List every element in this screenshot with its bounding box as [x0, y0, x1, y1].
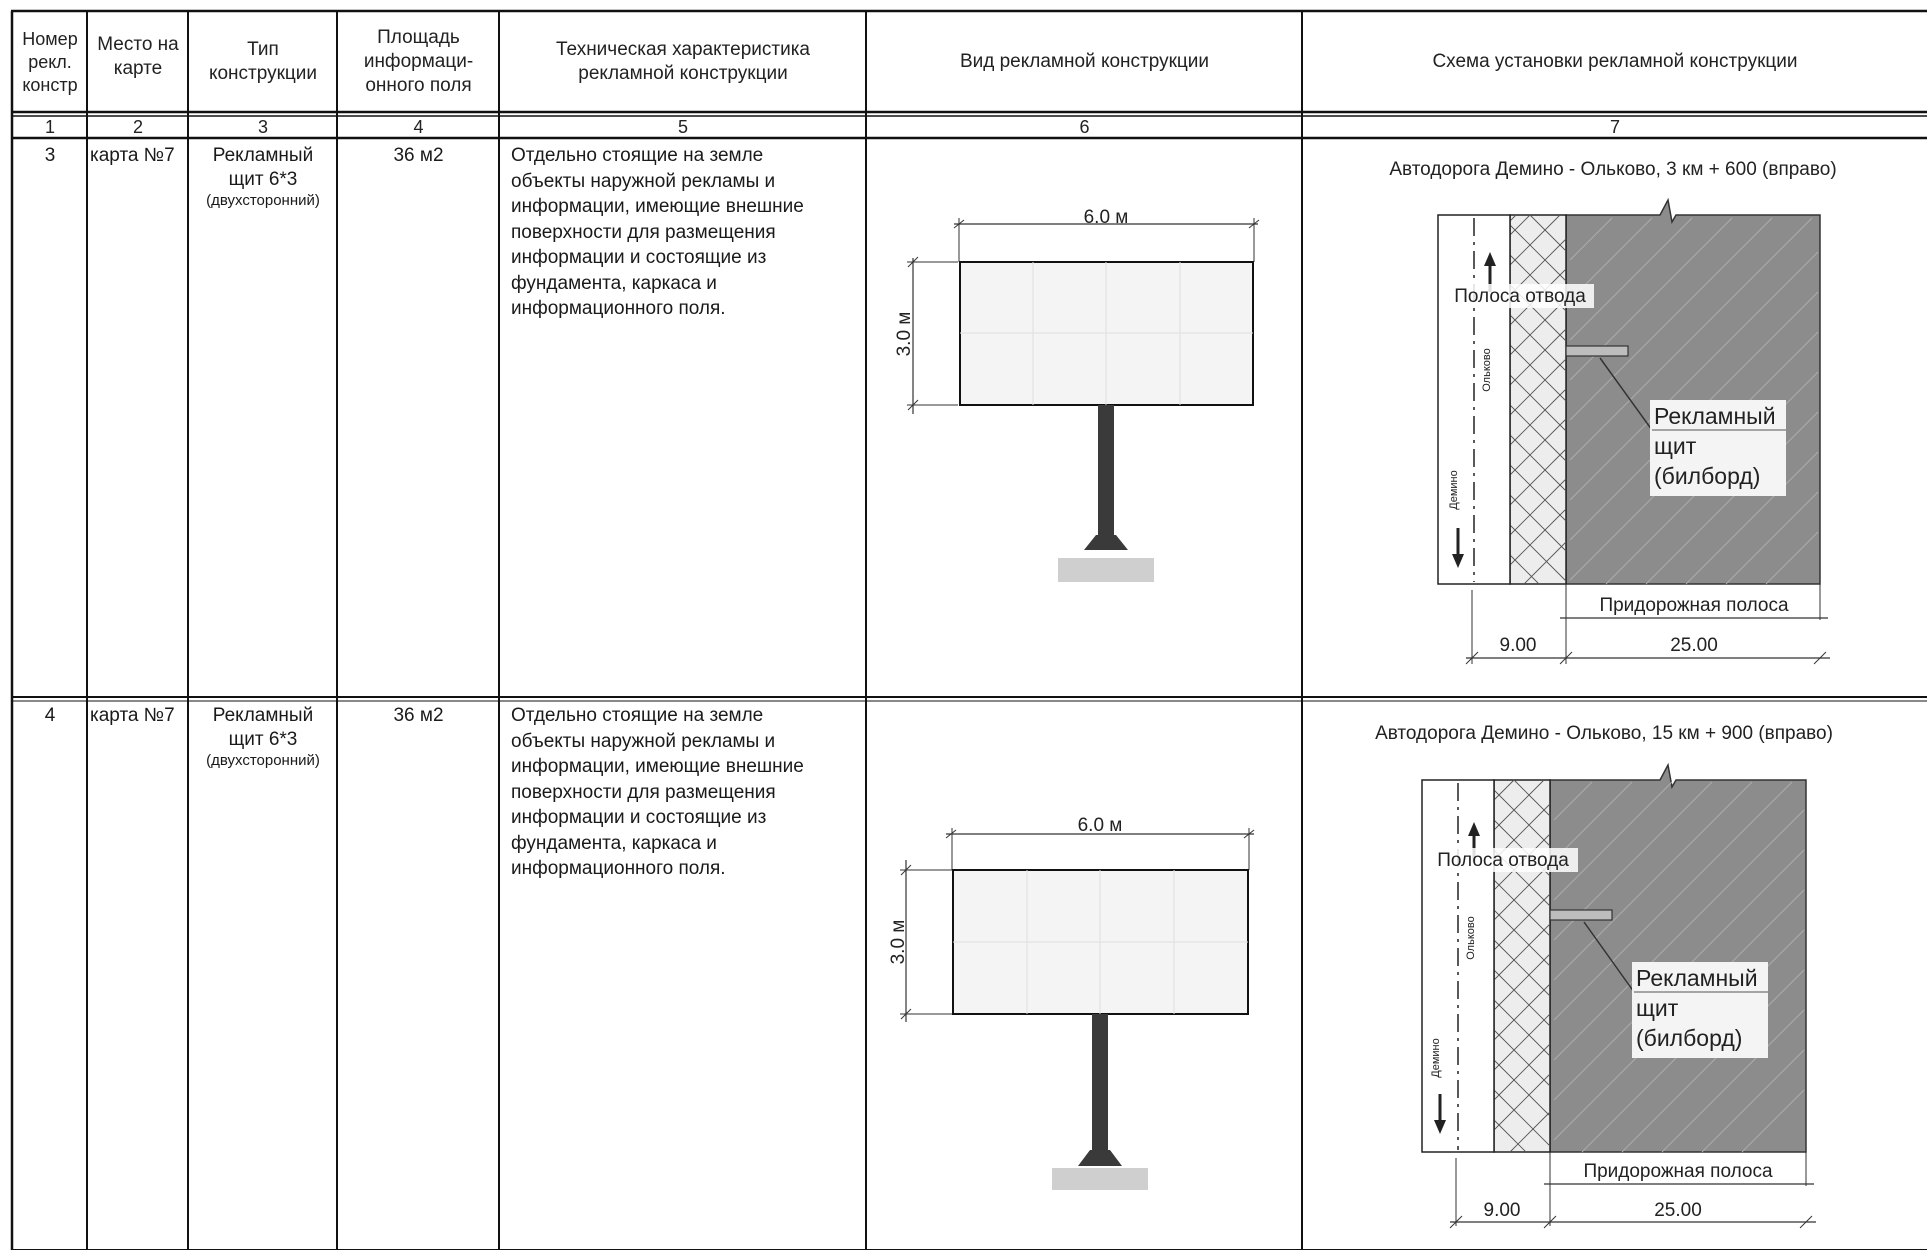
view-height-label: 3.0 м [888, 920, 909, 965]
column-number: 1 [44, 117, 55, 137]
map-place: карта №7 [90, 705, 175, 726]
billboard-view-drawing: 6.0 м 3.0 м [894, 207, 1260, 582]
scheme-board-label-3: (билборд) [1636, 1025, 1742, 1051]
view-width-label: 6.0 м [1078, 815, 1123, 836]
view-height-label: 3.0 м [894, 312, 915, 357]
header-col-area: Площадь информаци- онного поля [363, 27, 474, 96]
scheme-dim-left: 9.00 [1500, 635, 1537, 656]
scheme-roadside-label: Придорожная полоса [1599, 595, 1789, 616]
view-width-label: 6.0 м [1084, 207, 1129, 228]
header-col-place: Место на карте [97, 34, 179, 79]
scheme-strip-label: Полоса отвода [1454, 286, 1586, 307]
scheme-dim-right: 25.00 [1670, 635, 1718, 656]
header-col-view: Вид рекламной конструкции [959, 51, 1210, 72]
installation-scheme: Автодорога Демино - Ольково, 15 км + 900… [1375, 723, 1833, 1229]
header-col-scheme: Схема установки рекламной конструкции [1432, 51, 1798, 72]
scheme-strip-label: Полоса отвода [1437, 850, 1569, 871]
header-col-type: Тип конструкции [208, 39, 318, 84]
scheme-dim-right: 25.00 [1654, 1200, 1702, 1221]
construction-type: Рекламный щит 6*3 (двухсторонний) [189, 144, 337, 210]
construction-type-main: Рекламный щит 6*3 [212, 705, 314, 750]
construction-type: Рекламный щит 6*3 (двухсторонний) [189, 704, 337, 770]
billboard-view-drawing: 6.0 м 3.0 м [888, 815, 1255, 1190]
scheme-board-label-2: щит [1654, 433, 1697, 459]
scheme-board-label-3: (билборд) [1654, 463, 1760, 489]
column-number: 3 [257, 117, 268, 137]
scheme-title: Автодорога Демино - Ольково, 3 км + 600 … [1389, 159, 1836, 180]
header-col-num: Номер рекл. констр [22, 28, 78, 95]
scheme-board-label-2: щит [1636, 995, 1679, 1021]
scheme-town-top: Ольково [1481, 348, 1493, 391]
column-number: 2 [132, 117, 143, 137]
column-number: 4 [413, 117, 424, 137]
column-number: 5 [677, 117, 688, 137]
map-place: карта №7 [90, 145, 175, 166]
construction-type-main: Рекламный щит 6*3 [212, 145, 314, 190]
scheme-town-bottom: Демино [1430, 1038, 1442, 1077]
header-col-tech: Техническая характеристика рекламной кон… [556, 39, 810, 84]
scheme-board-label-1: Рекламный [1636, 965, 1758, 991]
construction-type-sub: (двухсторонний) [206, 752, 320, 769]
scheme-board-label-1: Рекламный [1654, 403, 1776, 429]
scheme-dim-left: 9.00 [1484, 1200, 1521, 1221]
info-area: 36 м2 [393, 145, 444, 166]
scheme-town-bottom: Демино [1448, 470, 1460, 509]
column-number: 6 [1079, 117, 1090, 137]
row-number: 4 [44, 705, 56, 726]
row-number: 3 [44, 145, 56, 166]
scheme-title: Автодорога Демино - Ольково, 15 км + 900… [1375, 723, 1833, 744]
installation-scheme: Автодорога Демино - Ольково, 3 км + 600 … [1389, 159, 1837, 665]
tech-description: Отдельно стоящие на земле объекты наружн… [511, 705, 804, 879]
scheme-town-top: Ольково [1465, 916, 1477, 959]
construction-type-sub: (двухсторонний) [206, 192, 320, 209]
info-area: 36 м2 [393, 705, 444, 726]
scheme-roadside-label: Придорожная полоса [1583, 1161, 1773, 1182]
tech-description: Отдельно стоящие на земле объекты наружн… [511, 145, 804, 319]
column-number: 7 [1609, 117, 1620, 137]
